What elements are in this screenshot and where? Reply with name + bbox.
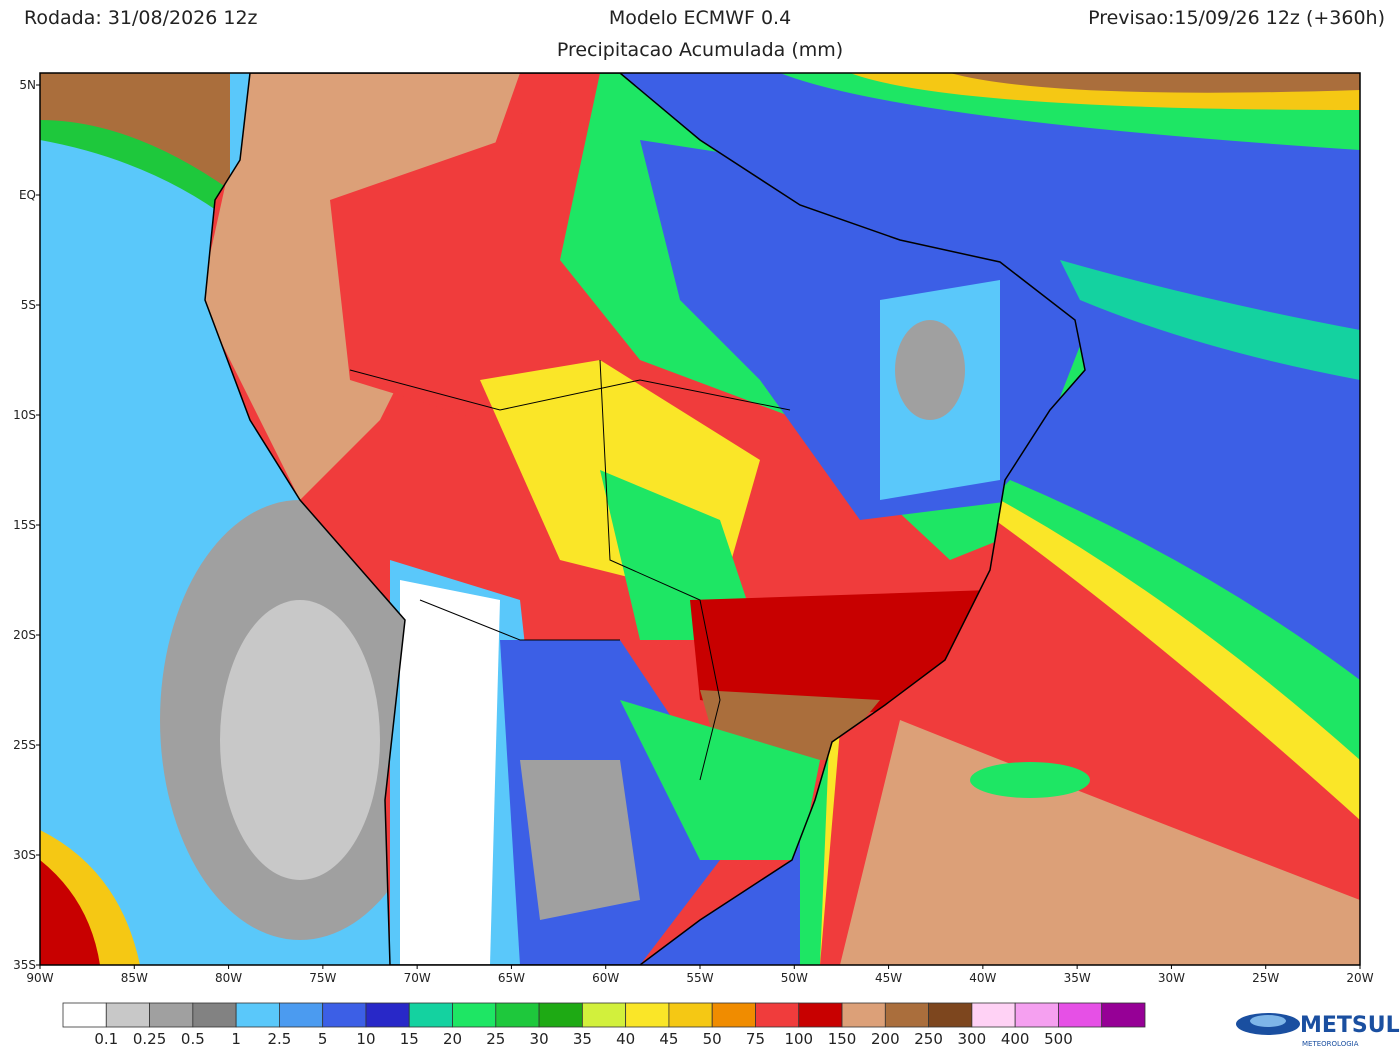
color-box [971, 1002, 1016, 1028]
color-box [625, 1002, 670, 1028]
colorbar-label: 35 [573, 1030, 592, 1048]
color-box [755, 1002, 800, 1028]
color-box [928, 1002, 973, 1028]
color-box [495, 1002, 540, 1028]
colorbar-label: 200 [871, 1030, 900, 1048]
lat-label: 10S [13, 408, 36, 422]
color-box [235, 1002, 280, 1028]
colorbar-label: 30 [530, 1030, 549, 1048]
color-box [884, 1002, 930, 1028]
colorbar-label: 500 [1044, 1030, 1073, 1048]
colorbar-label: 2.5 [267, 1030, 291, 1048]
color-box [278, 1002, 324, 1028]
color-box [668, 1002, 713, 1028]
lat-label: 35S [13, 958, 36, 972]
color-box [1101, 1002, 1146, 1028]
colorbar-label: 0.5 [181, 1030, 205, 1048]
lon-label: 40W [969, 971, 996, 985]
colorbar-label: 5 [318, 1030, 328, 1048]
colorbar-label: 0.25 [133, 1030, 166, 1048]
precip-field [40, 73, 1360, 965]
lat-label: 15S [13, 518, 36, 532]
color-box [452, 1002, 497, 1028]
color-box [192, 1002, 237, 1028]
color-box [62, 1002, 107, 1028]
colorbar-label: 15 [400, 1030, 419, 1048]
subtitle: Precipitacao Acumulada (mm) [557, 39, 843, 61]
color-box [798, 1002, 843, 1028]
colorbar-label: 300 [958, 1030, 987, 1048]
model-name: Modelo ECMWF 0.4 [609, 7, 791, 29]
colorbar-label: 75 [746, 1030, 765, 1048]
lat-label: 5S [21, 298, 36, 312]
color-box [149, 1002, 194, 1028]
lat-label: 20S [13, 628, 36, 642]
lon-label: 50W [781, 971, 808, 985]
lon-label: 30W [1158, 971, 1185, 985]
color-box [711, 1002, 756, 1028]
logo-tagline: METEOROLOGIA [1302, 1040, 1359, 1048]
color-box [322, 1002, 367, 1028]
lon-label: 35W [1064, 971, 1091, 985]
lat-label: 25S [13, 738, 36, 752]
forecast-time: Previsao:15/09/26 12z (+360h) [1088, 7, 1385, 29]
colorbar-label: 100 [784, 1030, 813, 1048]
color-box [581, 1002, 627, 1028]
color-box [841, 1002, 886, 1028]
logo: METSUL METEOROLOGIA [1236, 1013, 1400, 1048]
lon-label: 25W [1252, 971, 1279, 985]
colorbar-label: 20 [443, 1030, 462, 1048]
color-box [105, 1002, 150, 1028]
colorbar-label: 0.1 [94, 1030, 118, 1048]
logo-name: METSUL [1300, 1013, 1400, 1038]
color-box [1058, 1002, 1103, 1028]
lon-label: 80W [215, 971, 242, 985]
lat-label: EQ [19, 188, 36, 202]
colorbar-label: 1 [231, 1030, 241, 1048]
lat-label: 30S [13, 848, 36, 862]
color-box [538, 1002, 583, 1028]
lat-label: 5N [19, 78, 36, 92]
colorbar-label: 45 [659, 1030, 678, 1048]
run-time: Rodada: 31/08/2026 12z [24, 7, 258, 29]
colorbar-label: 150 [828, 1030, 857, 1048]
lon-label: 65W [498, 971, 525, 985]
color-box [408, 1002, 453, 1028]
colorbar-label: 10 [356, 1030, 375, 1048]
colorbar-label: 50 [703, 1030, 722, 1048]
colorbar-label: 250 [914, 1030, 943, 1048]
lon-label: 90W [26, 971, 53, 985]
colorbar-label: 25 [486, 1030, 505, 1048]
color-box [365, 1002, 410, 1028]
color-box [1014, 1002, 1059, 1028]
lon-label: 70W [404, 971, 431, 985]
colorbar-label: 400 [1001, 1030, 1030, 1048]
lon-label: 60W [592, 971, 619, 985]
lon-label: 20W [1346, 971, 1373, 985]
colorbar: 0.1 0.25 0.5 1 2.5 5 10 15 20 25 30 35 40 45 50 75 100 15… [62, 1002, 1146, 1048]
lon-label: 75W [309, 971, 336, 985]
lon-label: 45W [875, 971, 902, 985]
colorbar-label: 40 [616, 1030, 635, 1048]
lon-label: 55W [686, 971, 713, 985]
lon-label: 85W [121, 971, 148, 985]
